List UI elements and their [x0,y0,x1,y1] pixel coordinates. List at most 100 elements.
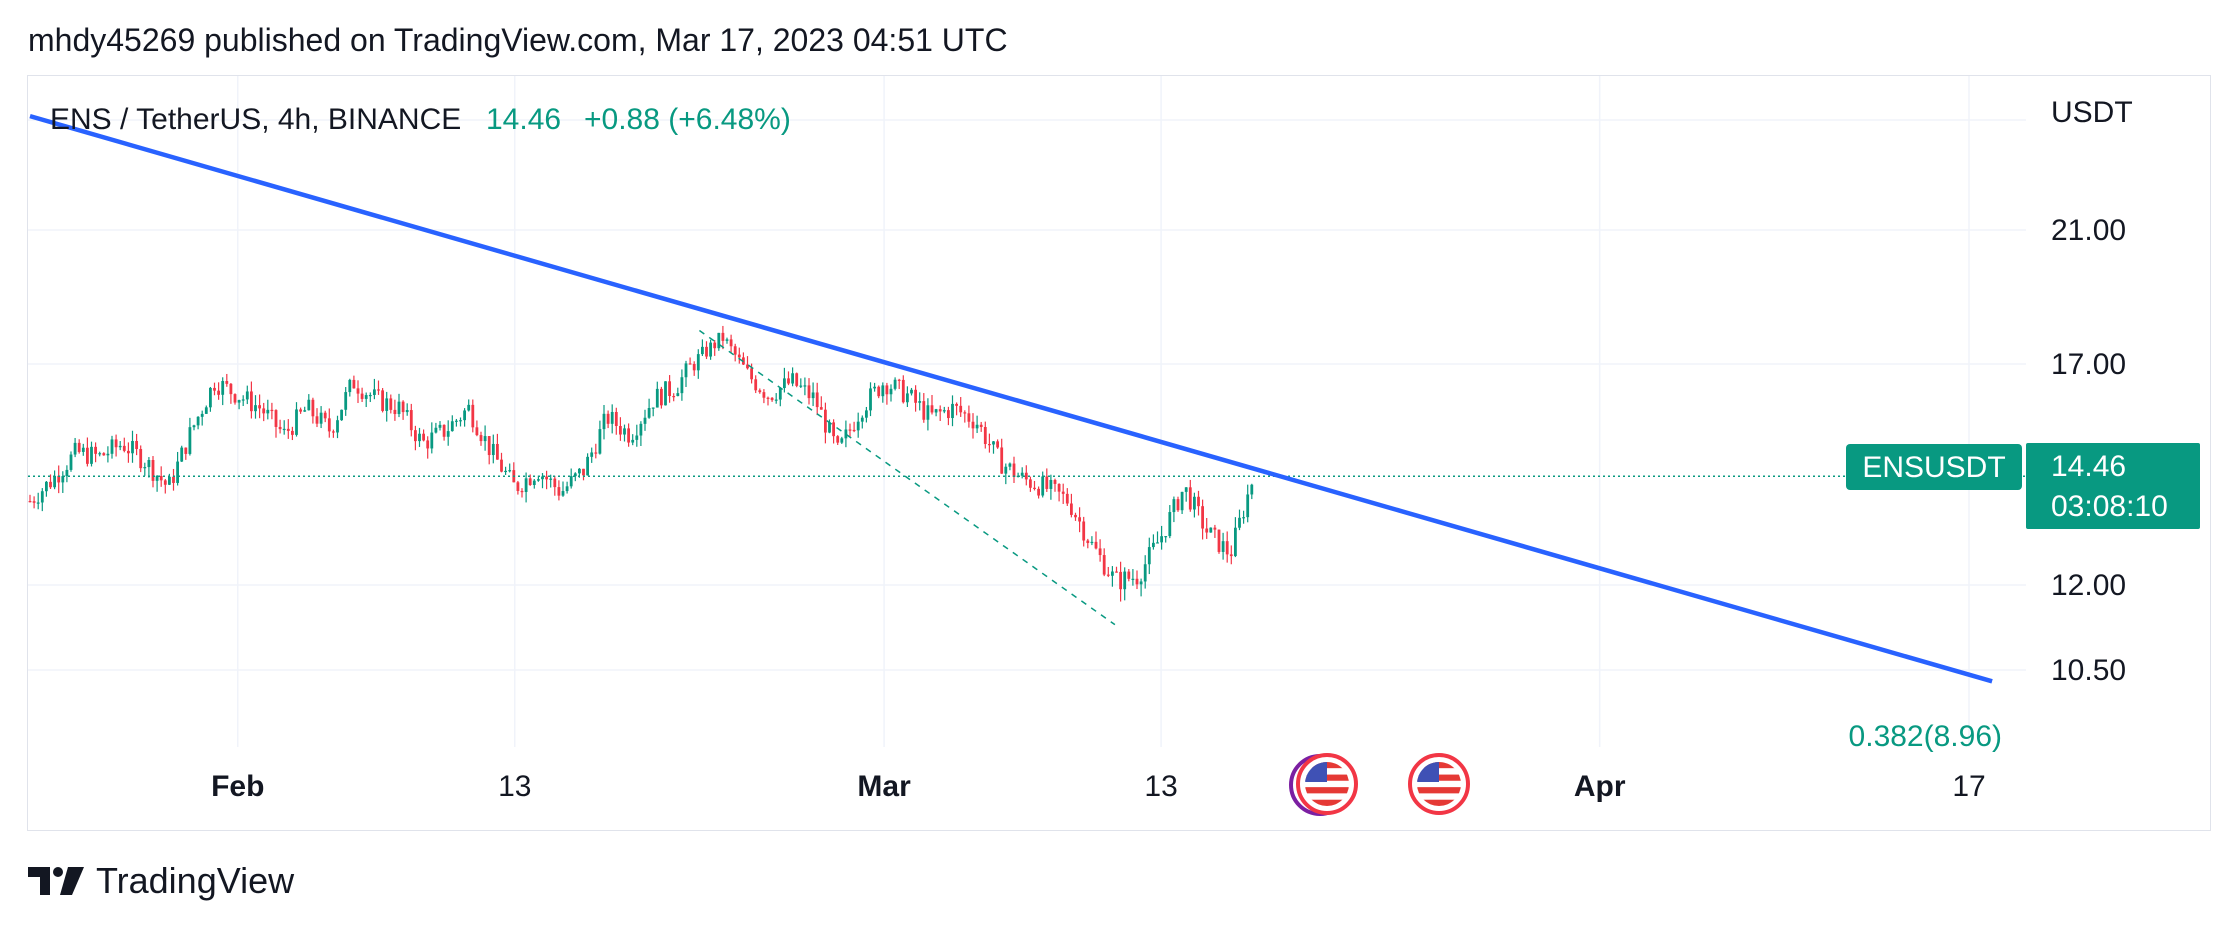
candle-body [696,354,700,371]
candle-body [282,428,286,431]
candle-body [1037,488,1040,496]
price-chart[interactable]: ENS / TetherUS, 4h, BINANCE 14.46 +0.88 (+… [28,76,2212,832]
candle-body [725,339,729,341]
candle-body [1193,496,1196,510]
candle-body [606,413,610,424]
candle-body [848,429,852,431]
candle-body [799,385,803,387]
candle-body [81,447,85,452]
candle-body [795,373,799,386]
candle-body [61,476,65,483]
candle-body [1238,517,1241,528]
candle-body [311,399,315,417]
candle-body [819,407,823,410]
candle-body [614,411,618,426]
candle-body [668,381,671,397]
candle-body [352,379,356,389]
candle-body [274,410,278,427]
candle-body [979,424,983,427]
footer: TradingView [28,860,294,902]
candle-body [1041,476,1045,496]
candle-body [1078,517,1081,522]
candle-body [1152,542,1155,548]
candle-body [1213,527,1217,530]
candle-body [291,430,294,435]
candle-body [254,405,257,412]
candle-body [1164,536,1168,538]
candle-body [491,443,495,456]
candle-body [397,401,401,415]
candle-body [959,405,963,413]
candle-body [500,459,503,472]
candle-body [947,410,950,419]
candle-body [110,439,114,454]
candle-body [1180,491,1184,511]
candle-body [278,426,282,430]
candle-body [856,421,860,431]
legend-symbol: ENS / TetherUS, 4h, BINANCE [50,103,461,136]
candle-body [881,385,885,397]
candle-body [705,346,708,357]
candle-body [983,426,987,445]
candle-body [217,390,220,395]
candle-body [934,409,938,413]
candle-body [655,388,659,408]
candle-body [1111,571,1114,576]
candle-body [906,393,909,403]
candle-body [664,381,667,406]
candle-body [537,479,540,481]
candle-body [721,332,725,341]
candle-body [824,409,827,433]
price-tick-label: 21.00 [2051,214,2126,247]
candle-body [229,383,233,395]
candle-body [114,439,118,448]
candle-body [286,428,290,431]
candle-body [803,385,807,387]
us-flag-icon[interactable] [1417,762,1461,806]
candle-body [233,394,237,403]
candle-body [332,431,335,433]
candle-body [676,393,680,397]
legend-last-price: 14.46 [486,103,561,136]
candle-body [619,425,622,435]
candle-body [1053,479,1057,484]
candle-body [188,427,192,454]
candle-body [778,388,782,400]
candle-body [483,436,487,442]
candle-body [639,423,643,436]
candle-body [717,332,721,349]
candle-body [319,412,323,424]
candle-body [213,387,216,391]
candle-body [1008,463,1012,467]
candle-body [701,346,704,355]
candle-body [1045,476,1049,489]
candle-body [565,486,569,492]
candle-body [815,392,819,408]
candle-body [733,346,737,355]
candle-body [1168,512,1172,537]
axis-currency: USDT [2051,96,2133,129]
candle-body [532,480,536,486]
legend-change: +0.88 (+6.48%) [584,103,791,136]
candle-body [926,405,930,420]
candle-body [237,400,241,403]
candle-body [1102,555,1106,575]
candle-body [709,342,712,357]
chart-frame[interactable]: ENS / TetherUS, 4h, BINANCE 14.46 +0.88 (+… [27,75,2211,831]
tradingview-brand[interactable]: TradingView [96,860,295,901]
candle-body [336,420,339,433]
candle-body [930,405,934,413]
candle-body [184,447,188,454]
candle-body [360,393,364,399]
candle-body [225,381,229,384]
candle-body [1098,548,1102,556]
candle-body [1029,479,1032,488]
candle-body [176,461,179,483]
candle-body [1242,517,1245,519]
candle-body [992,441,995,445]
candle-body [389,398,393,410]
candle-body [963,412,967,414]
us-flag-icon[interactable] [1305,762,1349,806]
candle-body [545,476,548,480]
candle-body [69,454,73,470]
